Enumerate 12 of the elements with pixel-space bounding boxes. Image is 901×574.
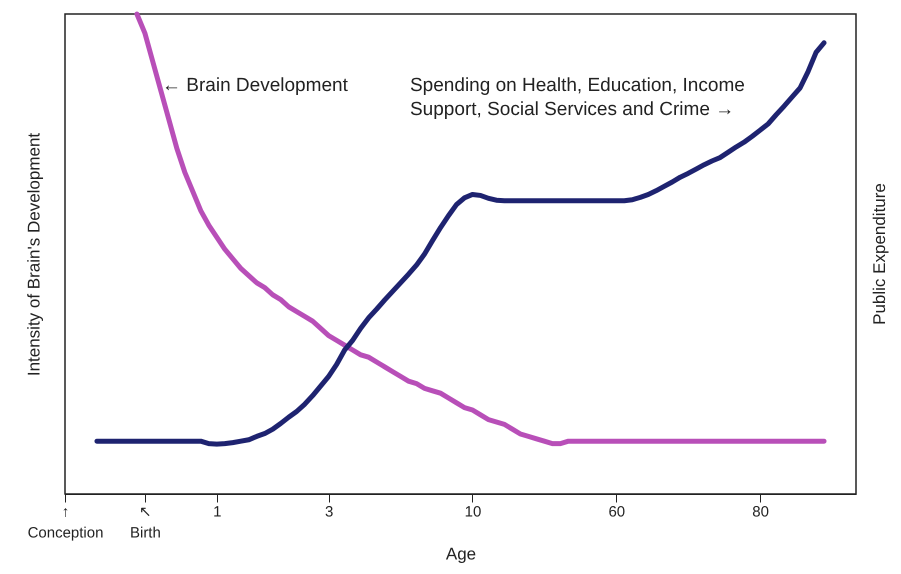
- y-axis-title: Intensity of Brain's Development: [24, 132, 44, 376]
- annotation: Spending on Health, Education, Income Support, Social Services and Crime →: [410, 75, 745, 120]
- annotation: ← Brain Development: [162, 75, 349, 96]
- x-tick-label: ↑ Conception: [28, 504, 104, 542]
- x-tick-label: 1: [213, 504, 222, 520]
- x-tick-label: 80: [752, 504, 769, 520]
- x-tick-label: 3: [324, 504, 334, 520]
- x-tick-label: 60: [608, 504, 626, 520]
- x-axis-title: Age: [446, 544, 476, 564]
- x-tick-label: ↖ Birth: [130, 504, 161, 542]
- y2-axis-title: Public Expenditure: [870, 183, 889, 325]
- x-tick-label: 10: [464, 504, 482, 520]
